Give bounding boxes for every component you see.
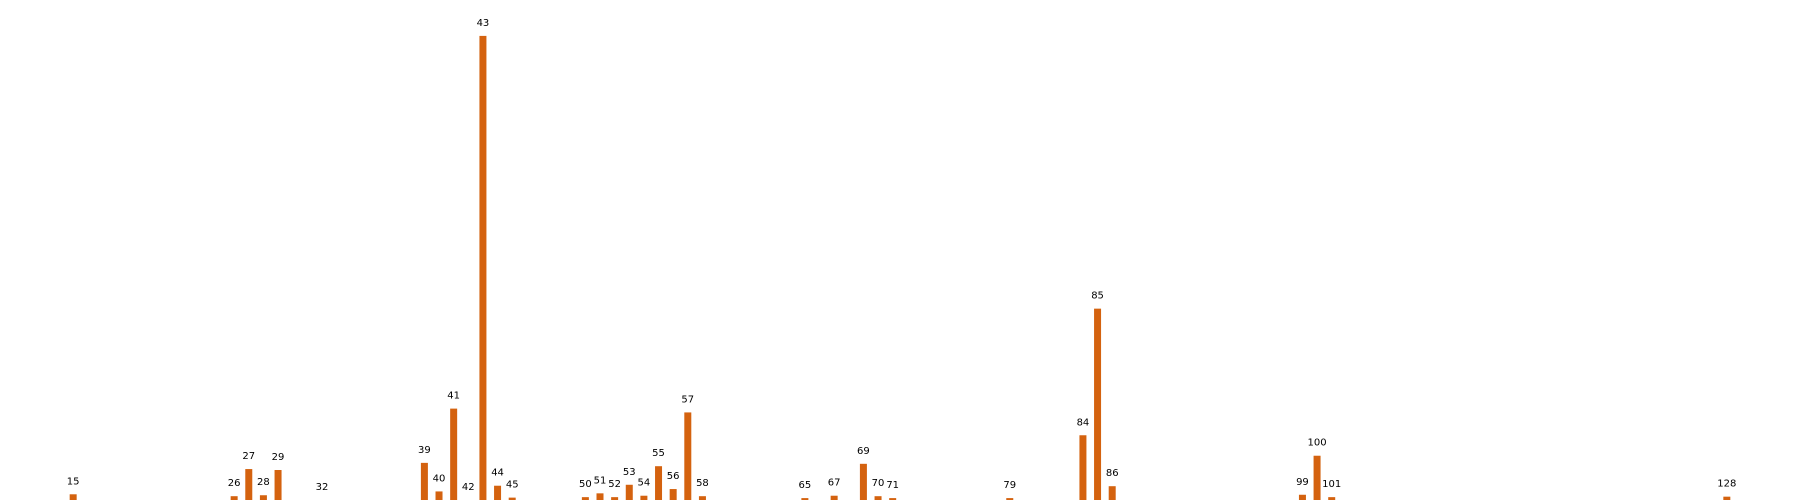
bar-57 xyxy=(684,412,692,500)
data-label-28: 28 xyxy=(257,477,270,488)
bar-52 xyxy=(611,497,619,500)
bar-44 xyxy=(494,485,502,500)
bar-84 xyxy=(1079,435,1087,500)
bar-15 xyxy=(69,494,77,500)
bar-58 xyxy=(698,496,706,500)
data-label-40: 40 xyxy=(433,473,446,484)
data-label-43: 43 xyxy=(477,18,490,29)
data-label-50: 50 xyxy=(579,479,592,490)
data-label-57: 57 xyxy=(681,394,694,405)
data-label-70: 70 xyxy=(872,478,885,489)
data-label-45: 45 xyxy=(506,480,519,491)
bar-99 xyxy=(1298,494,1306,500)
data-label-128: 128 xyxy=(1717,479,1736,490)
bar-67 xyxy=(830,495,838,500)
data-label-67: 67 xyxy=(828,478,841,489)
data-label-71: 71 xyxy=(886,480,899,491)
bar-65 xyxy=(801,498,809,500)
bar-51 xyxy=(596,493,604,500)
bar-54 xyxy=(640,495,648,500)
bar-55 xyxy=(655,466,663,500)
data-label-26: 26 xyxy=(228,478,241,489)
bars-layer xyxy=(69,35,1731,500)
bar-45 xyxy=(508,497,516,500)
data-label-100: 100 xyxy=(1308,438,1327,449)
bar-28 xyxy=(259,495,267,500)
bar-101 xyxy=(1328,497,1336,500)
bar-70 xyxy=(874,496,882,500)
bar-86 xyxy=(1108,486,1116,500)
bar-39 xyxy=(420,462,428,500)
data-label-51: 51 xyxy=(594,475,607,486)
bar-26 xyxy=(230,496,238,500)
bar-53 xyxy=(625,484,633,500)
data-label-42: 42 xyxy=(462,482,475,493)
data-label-32: 32 xyxy=(316,482,329,493)
data-label-69: 69 xyxy=(857,446,870,457)
data-label-56: 56 xyxy=(667,471,680,482)
bar-29 xyxy=(274,470,282,500)
bar-71 xyxy=(889,498,897,500)
data-label-79: 79 xyxy=(1003,480,1016,491)
data-label-27: 27 xyxy=(242,451,255,462)
data-label-55: 55 xyxy=(652,448,665,459)
bar-85 xyxy=(1094,308,1102,500)
data-label-84: 84 xyxy=(1077,417,1090,428)
data-label-58: 58 xyxy=(696,478,709,489)
bar-56 xyxy=(669,489,677,500)
data-label-15: 15 xyxy=(67,476,80,487)
bar-50 xyxy=(581,497,589,500)
data-label-39: 39 xyxy=(418,445,431,456)
bar-79 xyxy=(1006,498,1014,500)
bar-128 xyxy=(1723,496,1731,500)
bar-100 xyxy=(1313,455,1321,500)
data-label-86: 86 xyxy=(1106,468,1119,479)
data-label-52: 52 xyxy=(608,479,621,490)
data-label-101: 101 xyxy=(1322,479,1341,490)
data-label-65: 65 xyxy=(799,480,812,491)
data-label-54: 54 xyxy=(638,478,651,489)
data-label-29: 29 xyxy=(272,452,285,463)
bar-69 xyxy=(859,463,867,500)
data-label-41: 41 xyxy=(447,391,460,402)
data-label-99: 99 xyxy=(1296,477,1309,488)
bar-40 xyxy=(435,491,443,500)
data-label-53: 53 xyxy=(623,467,636,478)
bar-43 xyxy=(479,35,487,500)
data-label-85: 85 xyxy=(1091,291,1104,302)
data-label-44: 44 xyxy=(491,468,504,479)
bar-27 xyxy=(245,469,253,500)
bar-41 xyxy=(450,408,458,500)
